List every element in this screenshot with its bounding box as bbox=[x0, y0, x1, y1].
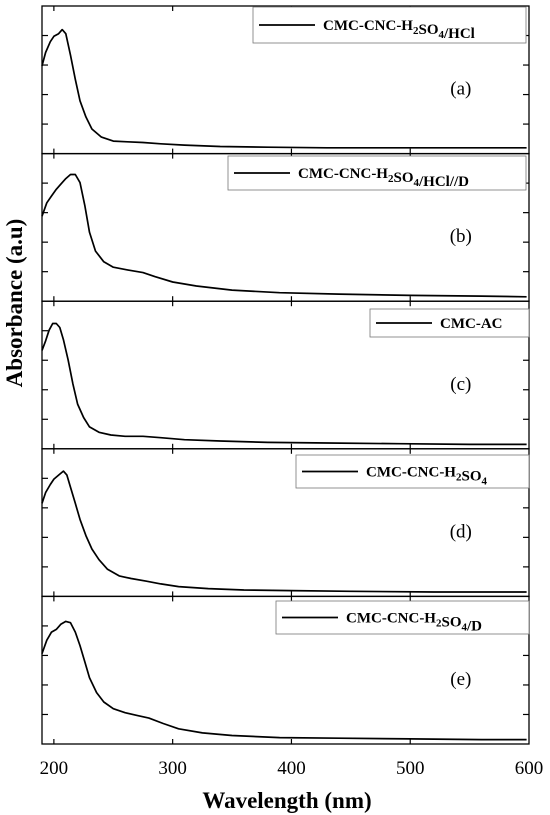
series-line-a bbox=[41, 28, 527, 149]
x-tick-label: 200 bbox=[40, 758, 69, 779]
series-line-d bbox=[41, 470, 527, 593]
panel-b: CMC-CNC-H2SO4/HCl//D (b) bbox=[41, 152, 530, 302]
legend-box: CMC-CNC-H2SO4 bbox=[295, 454, 530, 489]
panel-tag: (c) bbox=[450, 374, 471, 395]
legend-label: CMC-CNC-H2SO4 bbox=[366, 465, 488, 488]
series-line-c bbox=[41, 322, 527, 446]
x-tick-label: 400 bbox=[277, 758, 306, 779]
x-tick-label: 300 bbox=[158, 758, 187, 779]
series-line-e bbox=[41, 620, 527, 741]
legend-box: CMC-CNC-H2SO4/HCl bbox=[252, 6, 527, 44]
x-tick-label: 500 bbox=[396, 758, 425, 779]
panel-e: CMC-CNC-H2SO4/D (e) bbox=[41, 595, 530, 745]
panel-tag: (d) bbox=[450, 521, 472, 542]
legend-frame bbox=[275, 600, 530, 635]
legend-label: CMC-CNC-H2SO4/HCl bbox=[323, 18, 475, 42]
panel-d: CMC-CNC-H2SO4 (d) bbox=[41, 448, 530, 598]
legend-label: CMC-AC bbox=[440, 316, 502, 332]
y-axis-title: Absorbance (a.u) bbox=[2, 219, 27, 388]
panel-tag: (a) bbox=[450, 79, 471, 100]
x-tick-label: 600 bbox=[515, 758, 544, 779]
series-line-b bbox=[41, 173, 527, 298]
x-axis-ticks: 200 300 400 500 600 bbox=[40, 758, 544, 779]
panel-c: CMC-AC (c) bbox=[41, 300, 530, 450]
legend-box: CMC-CNC-H2SO4/D bbox=[275, 600, 530, 635]
legend-label: CMC-CNC-H2SO4/D bbox=[346, 611, 482, 635]
legend-box: CMC-CNC-H2SO4/HCl//D bbox=[227, 155, 527, 191]
legend-box: CMC-AC bbox=[369, 308, 530, 338]
legend-label: CMC-CNC-H2SO4/HCl//D bbox=[298, 166, 469, 190]
panel-tag: (b) bbox=[450, 226, 472, 247]
panel-tag: (e) bbox=[450, 669, 471, 690]
panels-layer: CMC-CNC-H2SO4/HCl (a) CMC-CNC-H2SO4/HCl//D… bbox=[41, 5, 530, 745]
panel-a: CMC-CNC-H2SO4/HCl (a) bbox=[41, 5, 530, 155]
panel-frame bbox=[41, 595, 530, 745]
x-axis-title: Wavelength (nm) bbox=[202, 788, 371, 813]
